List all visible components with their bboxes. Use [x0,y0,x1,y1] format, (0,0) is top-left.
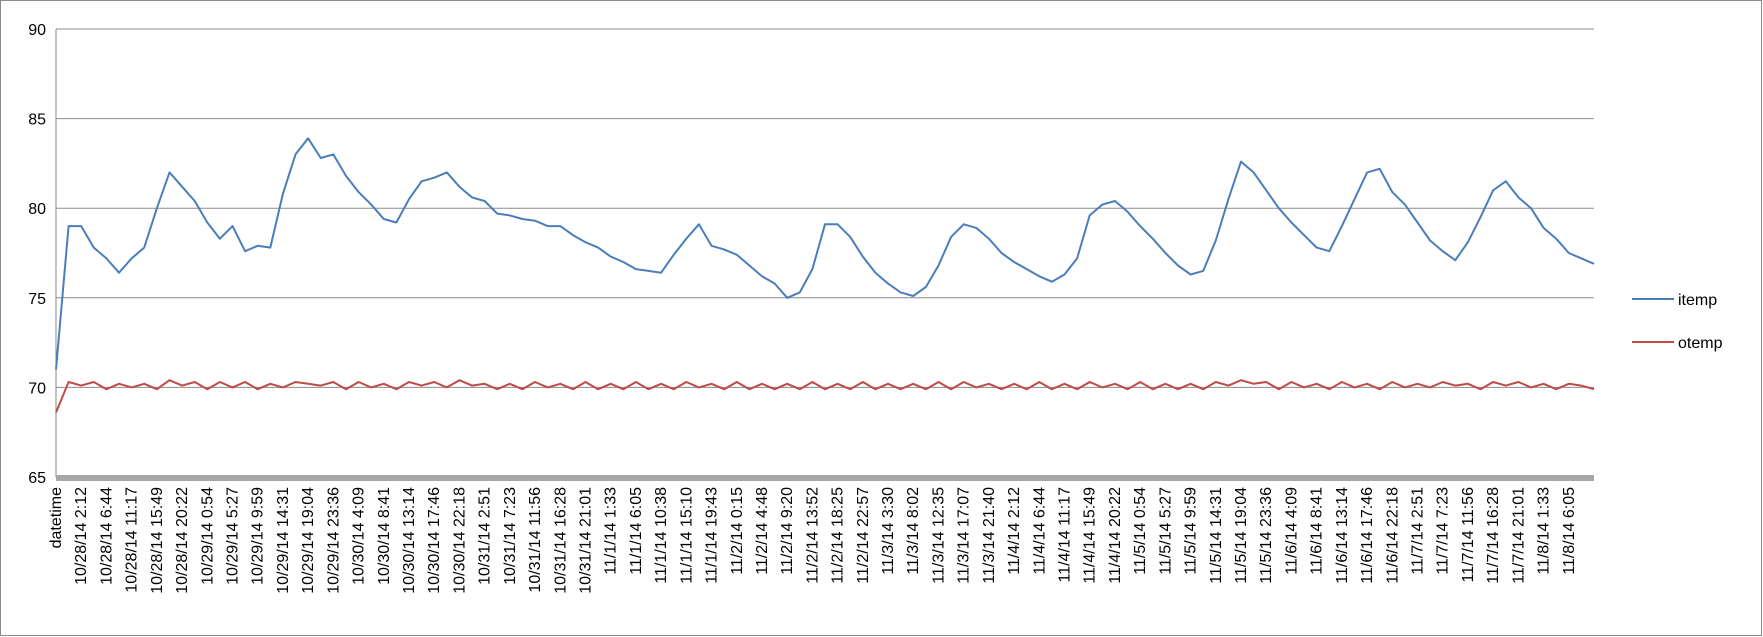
x-tick-label: 11/1/14 1:33 [603,487,620,575]
x-tick-label: 11/6/14 17:46 [1359,487,1376,584]
x-tick-label: 11/1/14 10:38 [653,487,670,584]
x-tick-label: datetime [48,487,65,548]
x-tick-label: 11/1/14 15:10 [678,487,695,584]
x-tick-label: 11/6/14 13:14 [1334,487,1351,584]
y-tick-label: 65 [28,470,46,487]
y-tick-label: 90 [28,22,46,39]
x-tick-label: 10/31/14 21:01 [577,487,594,594]
x-tick-label: 10/30/14 8:41 [376,487,393,585]
x-tick-label: 10/31/14 11:56 [527,487,544,593]
x-tick-label: 11/7/14 7:23 [1435,487,1452,575]
x-tick-label: 11/2/14 0:15 [729,487,746,575]
x-tick-label: 11/2/14 4:48 [754,487,771,575]
x-tick-label: 10/29/14 14:31 [275,487,292,594]
x-tick-label: 10/31/14 2:51 [477,487,494,585]
y-tick-label: 80 [28,201,46,218]
x-tick-label: 11/3/14 21:40 [981,487,998,584]
x-tick-label: 10/29/14 0:54 [199,487,216,585]
x-tick-label: 11/1/14 19:43 [704,487,721,584]
x-tick-label: 10/29/14 5:27 [224,487,241,585]
series-line [55,379,1595,413]
legend-label: otemp [1678,335,1723,352]
x-axis [56,475,1594,481]
x-tick-label: 11/4/14 6:44 [1031,487,1048,575]
x-tick-label: 11/5/14 0:54 [1132,487,1149,575]
x-tick-label: 11/3/14 17:07 [956,487,973,584]
x-tick-label: 11/2/14 13:52 [804,487,821,584]
x-tick-label: 11/3/14 12:35 [930,487,947,584]
y-tick-label: 85 [28,112,46,129]
x-tick-label: 11/2/14 9:20 [779,487,796,575]
x-tick-label: 11/5/14 23:36 [1258,487,1275,584]
series-line [55,137,1595,370]
x-tick-label: 11/5/14 14:31 [1208,487,1225,584]
x-tick-label: 10/29/14 19:04 [300,487,317,594]
x-tick-label: 11/7/14 21:01 [1510,487,1527,584]
x-tick-label: 11/7/14 2:51 [1410,487,1427,575]
x-tick-label: 10/28/14 6:44 [98,487,115,585]
x-tick-label: 10/30/14 13:14 [401,487,418,594]
x-tick-label: 10/31/14 7:23 [502,487,519,585]
x-tick-label: 10/28/14 2:12 [73,487,90,585]
legend-label: itemp [1678,292,1717,309]
x-tick-label: 11/5/14 9:59 [1183,487,1200,575]
x-tick-label: 10/30/14 22:18 [451,487,468,594]
x-tick-label: 11/4/14 11:17 [1057,487,1074,583]
x-tick-label: 10/31/14 16:28 [552,487,569,594]
x-tick-label: 11/7/14 16:28 [1485,487,1502,584]
x-tick-label: 11/2/14 18:25 [830,487,847,584]
x-tick-label: 11/5/14 5:27 [1157,487,1174,575]
x-tick-label: 10/28/14 20:22 [174,487,191,594]
x-tick-label: 11/4/14 2:12 [1006,487,1023,575]
x-tick-label: 10/28/14 15:49 [149,487,166,594]
x-tick-label: 11/6/14 4:09 [1283,487,1300,575]
x-tick-label: 11/6/14 22:18 [1384,487,1401,584]
x-tick-label: 11/4/14 20:22 [1107,487,1124,584]
x-tick-label: 10/28/14 11:17 [124,487,141,593]
x-tick-label: 11/4/14 15:49 [1082,487,1099,584]
x-tick-label: 10/29/14 9:59 [250,487,267,585]
x-tick-label: 11/2/14 22:57 [855,487,872,584]
x-tick-label: 11/3/14 3:30 [880,487,897,575]
x-tick-label: 11/1/14 6:05 [628,487,645,575]
x-tick-label: 11/8/14 1:33 [1536,487,1553,575]
x-tick-label: 10/30/14 4:09 [351,487,368,585]
y-tick-label: 70 [28,380,46,397]
y-tick-label: 75 [28,291,46,308]
x-tick-label: 11/7/14 11:56 [1460,487,1477,583]
x-tick-label: 11/8/14 6:05 [1561,487,1578,575]
x-tick-label: 10/29/14 23:36 [325,487,342,594]
x-tick-label: 11/6/14 8:41 [1309,487,1326,575]
x-tick-label: 11/3/14 8:02 [905,487,922,575]
x-tick-label: 11/5/14 19:04 [1233,487,1250,584]
x-tick-label: 10/30/14 17:46 [426,487,443,594]
